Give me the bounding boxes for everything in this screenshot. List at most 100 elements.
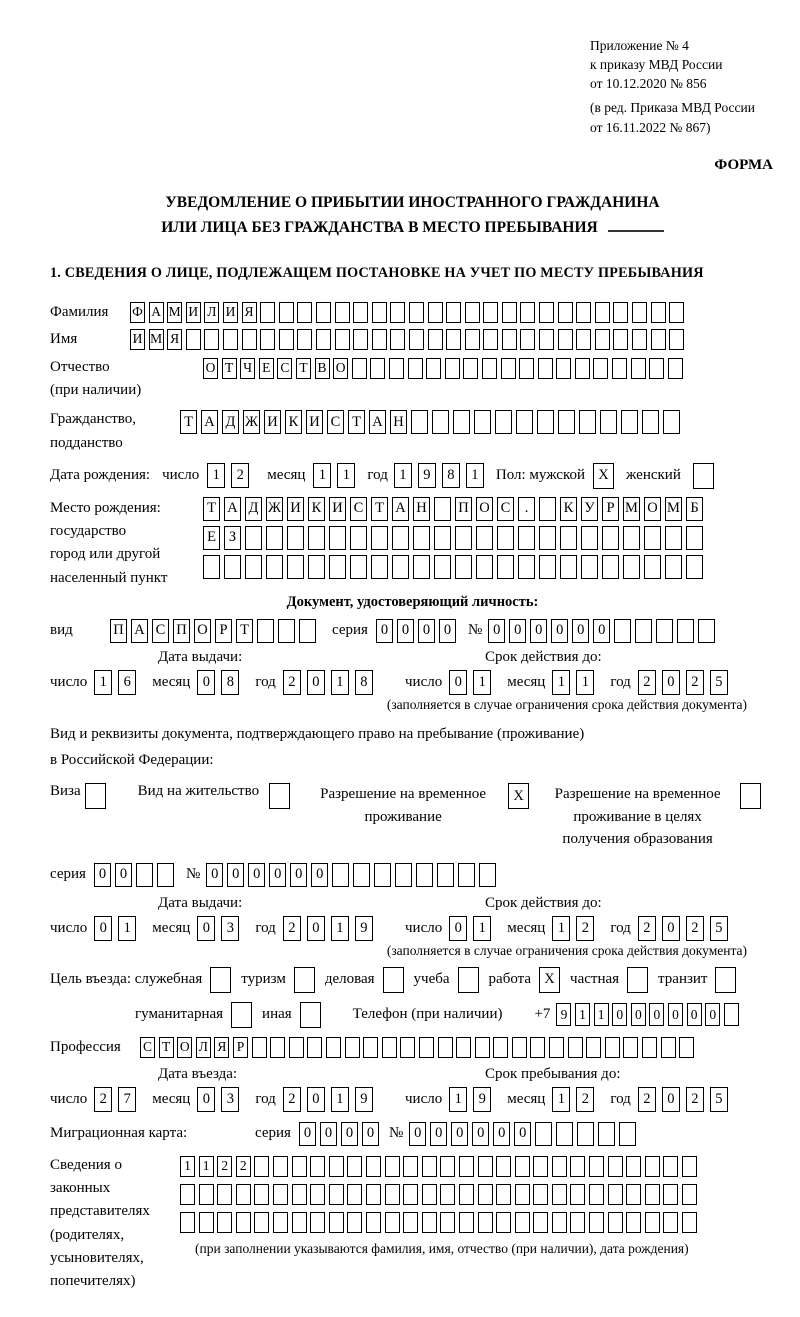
char-cell[interactable]: К	[285, 410, 302, 435]
char-cell[interactable]: Т	[203, 496, 220, 521]
char-cell[interactable]: Е	[258, 357, 274, 379]
char-cell[interactable]	[649, 357, 665, 379]
char-cell[interactable]: 0	[488, 618, 506, 643]
char-cell[interactable]	[287, 554, 304, 579]
char-cell[interactable]: Н	[390, 410, 407, 435]
char-cell[interactable]	[272, 1211, 288, 1233]
char-cell[interactable]	[254, 1155, 270, 1177]
char-cell[interactable]	[390, 328, 406, 350]
char-cell[interactable]: Я	[167, 328, 183, 350]
char-cell[interactable]	[698, 618, 716, 643]
char-cell[interactable]	[381, 1036, 397, 1058]
purpose-study-checkbox[interactable]	[457, 966, 479, 993]
char-cell[interactable]	[518, 554, 535, 579]
char-cell[interactable]: 6	[118, 669, 137, 695]
char-cell[interactable]: Т	[348, 410, 365, 435]
char-cell[interactable]	[556, 357, 572, 379]
char-cell[interactable]	[539, 301, 555, 323]
char-cell[interactable]	[371, 554, 388, 579]
char-cell[interactable]	[363, 1036, 379, 1058]
char-cell[interactable]: 2	[217, 1155, 233, 1177]
char-cell[interactable]: 0	[197, 1086, 216, 1112]
char-cell[interactable]	[493, 1036, 509, 1058]
char-cell[interactable]	[403, 1211, 419, 1233]
char-cell[interactable]	[260, 328, 276, 350]
char-cell[interactable]	[437, 1036, 453, 1058]
char-cell[interactable]	[334, 301, 350, 323]
char-cell[interactable]	[677, 618, 695, 643]
char-cell[interactable]	[477, 1183, 493, 1205]
char-cell[interactable]: О	[203, 357, 218, 379]
char-cell[interactable]	[632, 301, 648, 323]
char-cell[interactable]: И	[306, 410, 323, 435]
char-cell[interactable]: 5	[709, 669, 728, 695]
char-cell[interactable]	[365, 1155, 381, 1177]
char-cell[interactable]: Т	[180, 410, 197, 435]
char-cell[interactable]: Т	[236, 618, 253, 643]
char-cell[interactable]: Т	[158, 1036, 174, 1058]
char-cell[interactable]	[444, 357, 460, 379]
char-cell[interactable]: 1	[575, 1003, 591, 1027]
char-cell[interactable]	[589, 1155, 605, 1177]
char-cell[interactable]	[496, 1211, 512, 1233]
char-cell[interactable]	[626, 1155, 642, 1177]
char-cell[interactable]	[392, 554, 409, 579]
char-cell[interactable]	[291, 1211, 307, 1233]
char-cell[interactable]	[390, 301, 406, 323]
char-cell[interactable]: С	[152, 618, 169, 643]
char-cell[interactable]	[623, 525, 640, 550]
char-cell[interactable]	[254, 1211, 270, 1233]
char-cell[interactable]	[581, 554, 598, 579]
char-cell[interactable]	[217, 1211, 233, 1233]
char-cell[interactable]	[353, 862, 371, 887]
char-cell[interactable]	[310, 1211, 326, 1233]
char-cell[interactable]	[392, 525, 409, 550]
char-cell[interactable]	[516, 410, 533, 435]
char-cell[interactable]	[589, 1211, 605, 1233]
char-cell[interactable]	[371, 525, 388, 550]
char-cell[interactable]: 9	[354, 915, 373, 941]
char-cell[interactable]	[682, 1155, 698, 1177]
char-cell[interactable]: 0	[668, 1003, 683, 1027]
char-cell[interactable]: 0	[94, 915, 113, 941]
char-cell[interactable]: Л	[204, 301, 220, 323]
char-cell[interactable]: 0	[705, 1003, 721, 1027]
char-cell[interactable]: К	[308, 496, 325, 521]
char-cell[interactable]	[203, 554, 220, 579]
char-cell[interactable]	[224, 554, 241, 579]
char-cell[interactable]	[630, 357, 646, 379]
char-cell[interactable]	[621, 410, 638, 435]
char-cell[interactable]: 1	[330, 915, 349, 941]
char-cell[interactable]	[533, 1155, 549, 1177]
char-cell[interactable]	[579, 410, 596, 435]
char-cell[interactable]	[437, 862, 455, 887]
char-cell[interactable]	[602, 525, 619, 550]
char-cell[interactable]: 9	[417, 463, 436, 489]
char-cell[interactable]	[458, 1155, 474, 1177]
char-cell[interactable]	[446, 301, 462, 323]
char-cell[interactable]	[260, 301, 276, 323]
char-cell[interactable]	[455, 525, 472, 550]
char-cell[interactable]: 0	[306, 915, 325, 941]
char-cell[interactable]: П	[455, 496, 472, 521]
char-cell[interactable]	[272, 1155, 288, 1177]
char-cell[interactable]: О	[177, 1036, 193, 1058]
char-cell[interactable]	[464, 328, 480, 350]
purpose-business-checkbox[interactable]	[382, 966, 404, 993]
char-cell[interactable]: 0	[430, 1121, 448, 1146]
char-cell[interactable]	[539, 554, 556, 579]
char-cell[interactable]: 2	[576, 915, 595, 941]
char-cell[interactable]	[384, 1155, 400, 1177]
char-cell[interactable]: 0	[306, 669, 325, 695]
char-cell[interactable]	[434, 554, 451, 579]
char-cell[interactable]	[374, 862, 392, 887]
char-cell[interactable]: 1	[552, 669, 571, 695]
char-cell[interactable]	[329, 554, 346, 579]
